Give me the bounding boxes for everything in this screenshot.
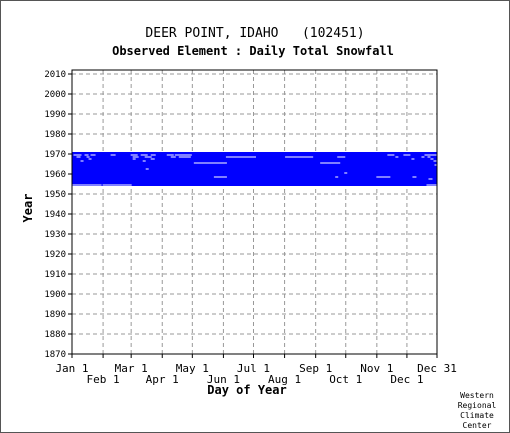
missing-gap bbox=[88, 158, 92, 160]
y-tick-label: 1960 bbox=[44, 170, 66, 180]
missing-gap bbox=[132, 156, 139, 158]
missing-gap bbox=[132, 158, 136, 160]
missing-gap bbox=[174, 154, 192, 156]
chart-title: DEER POINT, IDAHO (102451) bbox=[145, 26, 364, 41]
plot-area bbox=[71, 69, 438, 355]
missing-gap bbox=[225, 156, 257, 158]
missing-gap bbox=[150, 154, 156, 156]
missing-gap bbox=[193, 162, 227, 164]
missing-gap bbox=[430, 158, 434, 160]
missing-gap bbox=[403, 154, 411, 156]
chart-subtitle: Observed Element : Daily Total Snowfall bbox=[112, 44, 394, 58]
x-tick-label: Apr 1 bbox=[146, 373, 179, 386]
x-tick-label: May 1 bbox=[176, 362, 209, 375]
x-tick-label: Aug 1 bbox=[268, 373, 301, 386]
missing-gap bbox=[150, 158, 155, 160]
missing-gap bbox=[145, 168, 149, 170]
credit-line-1: Western bbox=[460, 391, 494, 400]
x-axis-label: Day of Year bbox=[207, 383, 286, 397]
y-tick-label: 1870 bbox=[44, 350, 66, 360]
data-block bbox=[71, 152, 438, 186]
credit-line-4: Center bbox=[463, 421, 492, 430]
y-tick-label: 1890 bbox=[44, 310, 66, 320]
missing-gap bbox=[102, 184, 132, 186]
x-tick-label: Dec 1 bbox=[390, 373, 423, 386]
missing-gap bbox=[90, 154, 96, 156]
x-tick-label: Feb 1 bbox=[87, 373, 120, 386]
missing-gap bbox=[387, 154, 395, 156]
credit-line-2: Regional bbox=[458, 401, 497, 410]
missing-gap bbox=[166, 154, 174, 156]
x-tick-label: Oct 1 bbox=[329, 373, 362, 386]
missing-gap bbox=[428, 178, 433, 180]
missing-gap bbox=[144, 156, 152, 158]
missing-gap bbox=[142, 160, 146, 162]
y-tick-label: 1980 bbox=[44, 130, 66, 140]
x-tick-label: Sep 1 bbox=[299, 362, 332, 375]
x-tick-label: Nov 1 bbox=[360, 362, 393, 375]
missing-gap bbox=[427, 156, 431, 158]
x-axis-ticks: Jan 1 Mar 1 May 1 Jul 1 Sep 1 Nov 1 Dec 31 Feb … bbox=[55, 354, 457, 386]
missing-gap bbox=[337, 156, 346, 158]
y-tick-label: 1910 bbox=[44, 270, 66, 280]
missing-gap bbox=[178, 156, 191, 158]
y-tick-label: 1880 bbox=[44, 330, 66, 340]
missing-gap bbox=[140, 154, 148, 156]
missing-gap bbox=[76, 156, 81, 158]
y-tick-label: 1930 bbox=[44, 230, 66, 240]
data-layer bbox=[71, 152, 438, 186]
missing-gap bbox=[320, 162, 341, 164]
missing-gap bbox=[426, 184, 438, 186]
grid bbox=[72, 70, 437, 354]
y-tick-label: 1900 bbox=[44, 290, 66, 300]
missing-gap bbox=[424, 154, 438, 156]
x-tick-label: Jul 1 bbox=[237, 362, 270, 375]
missing-gap bbox=[285, 156, 314, 158]
missing-gap bbox=[395, 156, 399, 158]
y-tick-label: 1920 bbox=[44, 250, 66, 260]
y-tick-label: 1950 bbox=[44, 190, 66, 200]
missing-gap bbox=[421, 156, 425, 158]
missing-gap bbox=[335, 176, 339, 178]
x-tick-label: Jan 1 bbox=[55, 362, 88, 375]
y-tick-label: 2000 bbox=[44, 90, 66, 100]
wrcc-credit: Western Regional Climate Center bbox=[458, 391, 497, 430]
y-tick-label: 2010 bbox=[44, 70, 66, 80]
x-tick-label: Mar 1 bbox=[115, 362, 148, 375]
missing-gap bbox=[73, 154, 82, 156]
y-axis-label: Year bbox=[21, 194, 35, 223]
missing-gap bbox=[86, 156, 90, 158]
missing-gap bbox=[434, 164, 438, 166]
x-tick-label: Jun 1 bbox=[207, 373, 240, 386]
missing-gap bbox=[411, 158, 415, 160]
missing-gap bbox=[110, 154, 116, 156]
missing-gap bbox=[71, 184, 102, 186]
x-tick-label: Dec 31 bbox=[417, 362, 457, 375]
missing-gap bbox=[130, 154, 138, 156]
credit-line-3: Climate bbox=[460, 411, 494, 420]
missing-gap bbox=[213, 176, 227, 178]
y-tick-label: 1970 bbox=[44, 150, 66, 160]
y-tick-label: 1940 bbox=[44, 210, 66, 220]
y-axis-ticks: 1870 1880 1890 1900 1910 1920 1930 1940 1950 1960… bbox=[44, 70, 72, 360]
missing-gap bbox=[80, 160, 84, 162]
missing-gap bbox=[84, 154, 89, 156]
missing-gap bbox=[344, 172, 348, 174]
y-tick-label: 1990 bbox=[44, 110, 66, 120]
missing-gap bbox=[376, 176, 391, 178]
missing-gap bbox=[412, 176, 417, 178]
missing-gap bbox=[433, 160, 437, 162]
missing-gap bbox=[170, 156, 176, 158]
